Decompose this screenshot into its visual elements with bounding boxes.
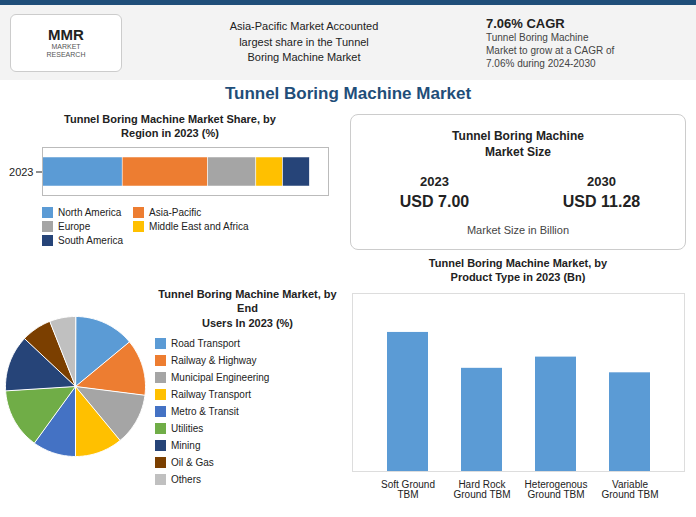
html-text:MMR: MMR <box>48 25 84 43</box>
svg-text:VariableGround TBM: VariableGround TBM <box>601 478 658 499</box>
html-text:Middle East and Africa: Middle East and Africa <box>149 220 249 232</box>
html-text:7.06% CAGR: 7.06% CAGR <box>486 15 565 31</box>
html-text:2023: 2023 <box>420 174 449 190</box>
html-text:Tunnel Boring Machine Market S: Tunnel Boring Machine Market Share, by R… <box>64 113 276 140</box>
svg-text:Hard RockGround TBM: Hard RockGround TBM <box>453 478 510 499</box>
html-text:Europe: Europe <box>58 220 91 232</box>
html-text:Oil & Gas: Oil & Gas <box>171 456 214 468</box>
html-text:Utilities: Utilities <box>171 422 204 434</box>
html-text:MARKET RESEARCH: MARKET RESEARCH <box>46 42 86 58</box>
html-text:Tunnel Boring Machine Market S: Tunnel Boring Machine Market Size <box>452 128 584 160</box>
html-text:South America: South America <box>58 234 123 246</box>
html-text:Railway & Highway: Railway & Highway <box>171 354 257 366</box>
html-text:Others: Others <box>171 473 201 485</box>
html-text:Railway Transport: Railway Transport <box>171 388 251 400</box>
html-text:Market Size in Billion: Market Size in Billion <box>467 224 569 237</box>
html-text:Mining: Mining <box>171 439 201 451</box>
svg-text:Soft GroundTBM: Soft GroundTBM <box>381 478 435 499</box>
svg-text:HeterogenousGround TBM: HeterogenousGround TBM <box>525 478 588 499</box>
html-text:Tunnel Boring Machine Market,: Tunnel Boring Machine Market, by End Use… <box>158 288 337 329</box>
html-text:Road Transport: Road Transport <box>171 337 240 349</box>
html-text:Tunnel Boring Machine Market: Tunnel Boring Machine Market <box>224 84 472 103</box>
html-text:Asia-Pacific Market Accounted: Asia-Pacific Market Accounted largest sh… <box>229 20 379 64</box>
html-text:2030: 2030 <box>587 174 616 190</box>
svg-text:2023: 2023 <box>9 165 33 177</box>
html-text:USD 7.00: USD 7.00 <box>399 193 470 211</box>
html-text:USD 11.28: USD 11.28 <box>562 193 641 211</box>
html-text:Metro & Transit: Metro & Transit <box>171 405 239 417</box>
html-text:Asia-Pacific: Asia-Pacific <box>149 206 202 218</box>
html-text:North America: North America <box>58 206 122 218</box>
html-text:Tunnel Boring Machine Market t: Tunnel Boring Machine Market to grow at … <box>486 31 615 69</box>
html-text:Tunnel Boring Machine Market,: Tunnel Boring Machine Market, by Product… <box>428 257 608 284</box>
html-text:Municipal Engineering: Municipal Engineering <box>171 371 270 383</box>
